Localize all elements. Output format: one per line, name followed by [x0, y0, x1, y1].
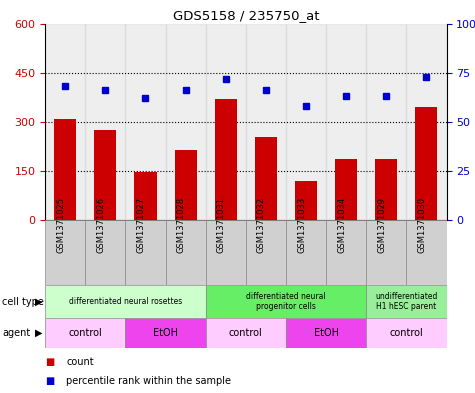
Text: GSM1371030: GSM1371030	[418, 197, 427, 253]
Bar	[45, 24, 85, 220]
Text: agent: agent	[2, 328, 30, 338]
Bar	[246, 24, 286, 220]
Bar	[45, 220, 85, 285]
Text: ▶: ▶	[35, 297, 43, 307]
Bar	[366, 220, 407, 285]
Bar	[295, 181, 317, 220]
Bar	[45, 285, 206, 318]
Bar	[286, 24, 326, 220]
Title: GDS5158 / 235750_at: GDS5158 / 235750_at	[172, 9, 319, 22]
Text: GSM1371025: GSM1371025	[56, 197, 65, 253]
Text: differentiated neural rosettes: differentiated neural rosettes	[69, 297, 182, 306]
Text: cell type: cell type	[2, 297, 44, 307]
Bar	[255, 136, 277, 220]
Text: undifferentiated
H1 hESC parent: undifferentiated H1 hESC parent	[375, 292, 437, 311]
Bar	[54, 119, 76, 220]
Bar	[45, 318, 125, 348]
Bar	[175, 150, 197, 220]
Text: EtOH: EtOH	[314, 328, 339, 338]
Text: GSM1371032: GSM1371032	[257, 197, 266, 253]
Text: control: control	[390, 328, 423, 338]
Text: GSM1371033: GSM1371033	[297, 197, 306, 253]
Bar	[206, 285, 366, 318]
Text: ▶: ▶	[35, 328, 43, 338]
Bar	[95, 130, 116, 220]
Bar	[165, 24, 206, 220]
Bar	[125, 24, 166, 220]
Bar	[125, 220, 166, 285]
Text: GSM1371031: GSM1371031	[217, 197, 226, 253]
Bar	[206, 24, 246, 220]
Text: GSM1371027: GSM1371027	[136, 197, 145, 253]
Bar	[407, 24, 446, 220]
Text: GSM1371026: GSM1371026	[96, 197, 105, 253]
Text: count: count	[66, 357, 94, 367]
Bar	[375, 160, 397, 220]
Bar	[326, 24, 366, 220]
Bar	[85, 24, 125, 220]
Bar	[366, 285, 446, 318]
Bar	[335, 160, 357, 220]
Bar	[366, 24, 407, 220]
Bar	[125, 318, 206, 348]
Bar	[134, 172, 156, 220]
Bar	[407, 220, 446, 285]
Text: control: control	[68, 328, 102, 338]
Text: GSM1371029: GSM1371029	[377, 197, 386, 253]
Bar	[286, 220, 326, 285]
Text: EtOH: EtOH	[153, 328, 178, 338]
Text: GSM1371028: GSM1371028	[177, 197, 186, 253]
Bar	[366, 318, 446, 348]
Text: control: control	[229, 328, 263, 338]
Text: ■: ■	[45, 357, 54, 367]
Bar	[416, 107, 437, 220]
Bar	[326, 220, 366, 285]
Text: ■: ■	[45, 376, 54, 386]
Bar	[286, 318, 366, 348]
Bar	[165, 220, 206, 285]
Text: GSM1371034: GSM1371034	[337, 197, 346, 253]
Text: percentile rank within the sample: percentile rank within the sample	[66, 376, 231, 386]
Bar	[215, 99, 237, 220]
Bar	[85, 220, 125, 285]
Bar	[246, 220, 286, 285]
Bar	[206, 220, 246, 285]
Text: differentiated neural
progenitor cells: differentiated neural progenitor cells	[246, 292, 326, 311]
Bar	[206, 318, 286, 348]
